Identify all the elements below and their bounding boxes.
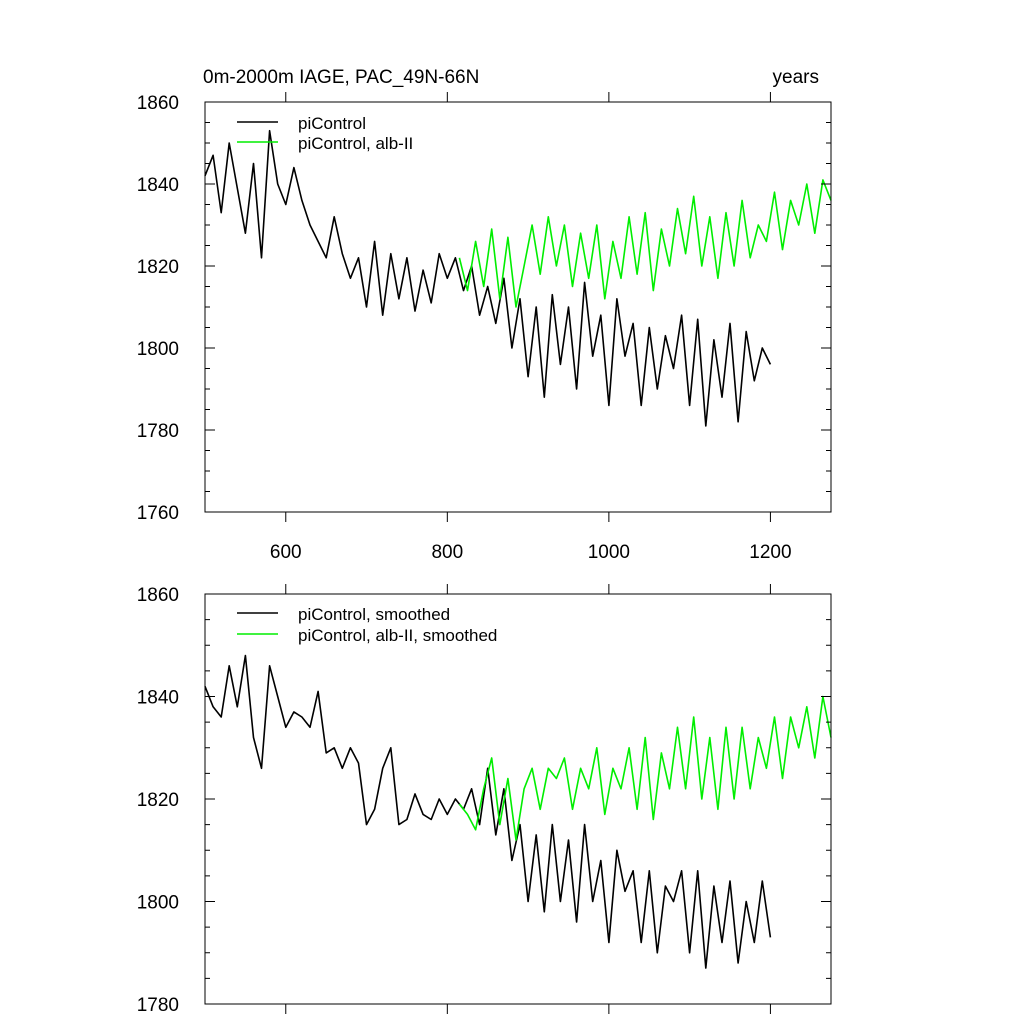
bottom-legend-label-smoothed: piControl, smoothed bbox=[298, 605, 450, 624]
top-ytick-label: 1800 bbox=[137, 339, 179, 360]
top-ytick-label: 1840 bbox=[137, 175, 179, 196]
bot-ytick-label: 1780 bbox=[137, 995, 179, 1016]
bottom-plot-frame bbox=[204, 593, 832, 1005]
top-tick-layer: 1760 1780 1800 1820 1840 1860 600 800 1000 1200 bbox=[137, 92, 831, 563]
bottom-legend: piControl, smoothed piControl, alb-II, s… bbox=[237, 605, 497, 645]
top-legend: piControl piControl, alb-II bbox=[237, 114, 413, 153]
top-xtick-label: 1000 bbox=[588, 542, 630, 563]
top-legend-label-picontrol: piControl bbox=[298, 114, 366, 133]
bottom-series-layer bbox=[204, 654, 832, 969]
top-xtick-label: 800 bbox=[431, 542, 463, 563]
top-plot-frame bbox=[204, 101, 832, 513]
top-ytick-label: 1780 bbox=[137, 421, 179, 442]
bottom-legend-label-alb-ii-smoothed: piControl, alb-II, smoothed bbox=[298, 626, 497, 645]
bottom-tick-layer: 1780 1800 1820 1840 1860 bbox=[137, 584, 831, 1016]
top-title-right: years bbox=[773, 67, 819, 88]
top-series-line-1 bbox=[458, 179, 832, 308]
bot-ytick-label: 1840 bbox=[137, 688, 179, 709]
bot-ytick-label: 1860 bbox=[137, 585, 179, 606]
top-series-layer bbox=[204, 129, 832, 427]
top-ytick-label: 1760 bbox=[137, 503, 179, 524]
top-panel: 0m-2000m IAGE, PAC_49N-66N years 1760 178… bbox=[137, 67, 832, 563]
bot-series-line-0 bbox=[204, 654, 772, 969]
top-ytick-label: 1820 bbox=[137, 257, 179, 278]
top-series-line-0 bbox=[204, 129, 772, 427]
top-legend-label-alb-ii: piControl, alb-II bbox=[298, 134, 413, 153]
bot-series-line-1 bbox=[458, 695, 832, 841]
top-xtick-label: 1200 bbox=[749, 542, 791, 563]
top-title: 0m-2000m IAGE, PAC_49N-66N bbox=[203, 67, 479, 88]
bottom-panel: 1780 1800 1820 1840 1860 piControl, smoothed… bbox=[137, 584, 832, 1016]
top-ytick-label: 1860 bbox=[137, 93, 179, 114]
bot-ytick-label: 1820 bbox=[137, 790, 179, 811]
bot-ytick-label: 1800 bbox=[137, 893, 179, 914]
top-xtick-label: 600 bbox=[270, 542, 302, 563]
